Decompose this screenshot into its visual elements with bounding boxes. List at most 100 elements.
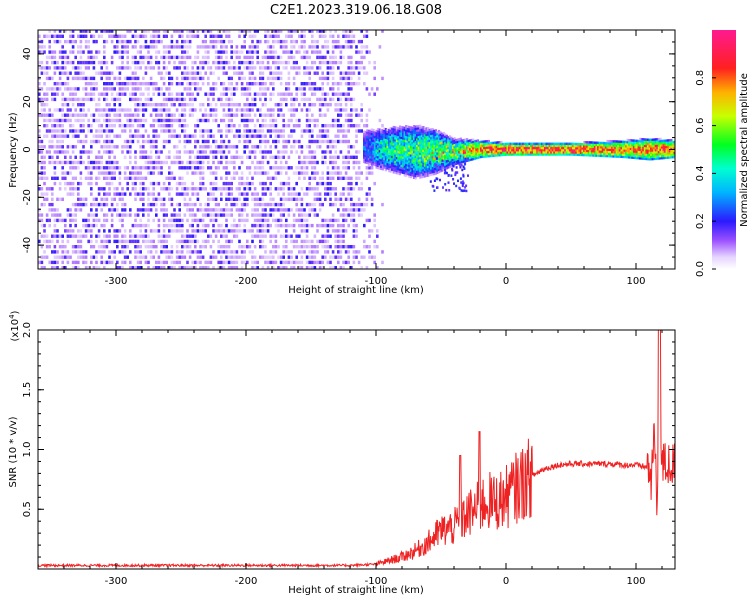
- spectrogram-cell: [339, 192, 343, 196]
- spectrogram-cell: [113, 192, 116, 196]
- spectrogram-cell: [305, 260, 309, 265]
- spectrogram-cell: [355, 60, 358, 65]
- spectrogram-cell: [230, 260, 233, 265]
- spectrogram-cell: [357, 160, 361, 165]
- spectrogram-cell: [434, 161, 437, 164]
- spectrogram-cell: [246, 213, 249, 217]
- spectrogram-cell: [386, 128, 389, 131]
- spectrogram-cell: [246, 229, 249, 233]
- spectrogram-cell: [279, 30, 283, 33]
- spectrogram-cell: [90, 50, 93, 54]
- spectrogram-cell: [437, 140, 441, 144]
- spectrogram-cell: [389, 129, 392, 132]
- spectrogram-cell: [324, 30, 327, 33]
- spectrogram-cell: [329, 150, 332, 154]
- spectrogram-cell: [350, 118, 353, 123]
- spectrogram-cell: [56, 160, 59, 165]
- spectrogram-cell: [243, 250, 246, 254]
- spectrogram-cell: [409, 154, 412, 157]
- spectrogram-cell: [303, 50, 306, 54]
- spectrogram-cell: [142, 103, 145, 107]
- spectrogram-cell: [165, 113, 168, 117]
- spectrogram-cell: [279, 76, 283, 81]
- spectrogram-cell: [368, 229, 371, 233]
- spectrogram-cell: [277, 76, 280, 81]
- spectrogram-cell: [238, 245, 241, 249]
- spectrogram-cell: [311, 45, 314, 49]
- spectrogram-cell: [357, 66, 361, 70]
- spectrogram-cell: [342, 160, 345, 165]
- spectrogram-cell: [303, 45, 306, 49]
- spectrogram-cell: [152, 218, 155, 223]
- spectrogram-cell: [77, 266, 80, 269]
- spectrogram-cell: [308, 255, 311, 259]
- spectrogram-cell: [342, 208, 345, 212]
- spectrogram-cell: [279, 208, 283, 212]
- spectrogram-cell: [375, 136, 378, 139]
- spectrogram-cell: [225, 155, 228, 159]
- spectrogram-cell: [261, 160, 265, 165]
- spectrogram-cell: [194, 171, 197, 175]
- spectrogram-cell: [395, 146, 398, 149]
- spectrogram-cell: [95, 260, 98, 265]
- spectrogram-cell: [100, 71, 103, 75]
- spectrogram-cell: [381, 168, 384, 171]
- spectrogram-cell: [347, 176, 350, 180]
- spectrogram-cell: [269, 260, 272, 265]
- spectrogram-cell: [274, 55, 278, 60]
- spectrogram-cell: [264, 208, 267, 212]
- spectrogram-cell: [400, 140, 403, 144]
- spectrogram-cell: [220, 192, 223, 196]
- spectrogram-cell: [123, 166, 127, 170]
- spectrogram-cell: [71, 92, 75, 96]
- spectrogram-cell: [61, 55, 64, 60]
- spectrogram-cell: [157, 103, 161, 107]
- spectrogram-cell: [300, 171, 304, 175]
- spectrogram-cell: [165, 223, 168, 228]
- spectrogram-cell: [118, 166, 122, 170]
- spectrogram-cell: [235, 82, 239, 86]
- spectrogram-cell: [433, 166, 436, 169]
- spectrogram-cell: [131, 60, 135, 65]
- spectrogram-cell: [116, 39, 119, 44]
- spectrogram-cell: [87, 176, 90, 180]
- spectrogram-cell: [389, 159, 392, 162]
- spectrogram-cell: [419, 124, 422, 127]
- spectrogram-cell: [134, 103, 137, 107]
- spectrogram-cell: [381, 131, 384, 134]
- spectrogram-cell: [97, 171, 101, 175]
- spectrogram-cell: [160, 250, 163, 254]
- spectrogram-cell: [139, 134, 142, 138]
- spectrogram-cell: [139, 234, 142, 238]
- spectrogram-cell: [199, 250, 202, 254]
- spectrogram-cell: [201, 266, 205, 269]
- spectrogram-cell: [433, 136, 436, 139]
- spectrogram-cell: [329, 145, 332, 149]
- spectrogram-cell: [230, 197, 233, 201]
- spectrogram-cell: [69, 97, 72, 102]
- spectrogram-cell: [392, 171, 395, 174]
- spectrogram-cell: [191, 208, 194, 212]
- spectrogram-cell: [352, 218, 356, 223]
- spectrogram-cell: [308, 239, 311, 244]
- spectrogram-cell: [316, 66, 319, 70]
- spectrogram-cell: [287, 82, 291, 86]
- spectrogram-cell: [366, 131, 369, 134]
- spectrogram-cell: [355, 202, 358, 207]
- spectrogram-cell: [269, 97, 272, 102]
- spectrogram-cell: [256, 166, 259, 170]
- spectrogram-cell: [444, 157, 447, 160]
- spectrogram-cell: [395, 171, 398, 175]
- spectrogram-cell: [217, 166, 220, 170]
- spectrogram-cell: [397, 146, 400, 149]
- spectrogram-cell: [56, 260, 59, 265]
- spectrogram-cell: [123, 171, 127, 175]
- spectrogram-cell: [207, 266, 210, 269]
- spectrogram-cell: [324, 187, 327, 191]
- spectrogram-cell: [230, 87, 233, 91]
- spectrogram-cell: [444, 141, 447, 145]
- spectrogram-cell: [136, 223, 140, 228]
- spectrogram-cell: [126, 108, 129, 112]
- spectrogram-cell: [92, 223, 96, 228]
- spectrogram-cell: [178, 166, 181, 170]
